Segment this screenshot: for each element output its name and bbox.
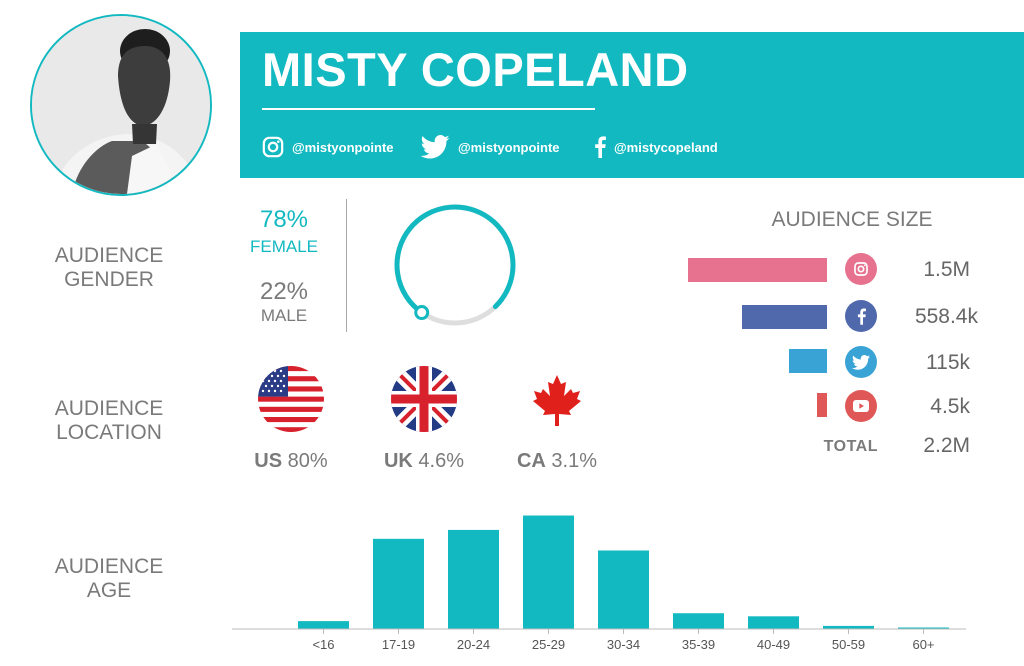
age-bar-60+ [898,627,949,629]
twitter-handle-text: @mistyonpointe [458,139,560,155]
age-bar-chart: <16 17-19 20-24 25-29 30-34 35-39 40-49 50-59 60… [232,515,966,652]
ca-percent: 3.1% [551,450,598,472]
location-label-line1: AUDIENCE [54,397,164,420]
age-tick-label: 30-34 [607,637,640,652]
canada-flag-icon [524,366,590,432]
instagram-size-bar [688,258,827,282]
age-bar-40-49 [748,616,799,629]
facebook-size-bar [742,305,827,329]
age-bar-17-19 [373,538,424,629]
instagram-icon [845,253,877,285]
youtube-size-bar [817,393,827,417]
age-bar-25-29 [523,515,574,629]
gender-donut-chart [394,204,516,326]
audience-gender-label: AUDIENCE GENDER [30,244,188,292]
age-bar-35-39 [673,613,724,629]
us-flag-icon [258,366,324,432]
instagram-handle[interactable]: @mistyonpointe [262,133,394,161]
twitter-handle[interactable]: @mistyonpointe [420,133,560,161]
location-label-line2: LOCATION [56,421,162,444]
total-value: 2.2M [923,434,970,457]
instagram-handle-text: @mistyonpointe [292,139,394,155]
facebook-icon [845,300,877,332]
facebook-icon [595,136,606,158]
age-tick-label: 35-39 [682,637,715,652]
male-percent: 22% [259,278,309,305]
age-label-line1: AUDIENCE [54,555,164,578]
us-location-label: US 80% [231,450,351,473]
age-bar-<16 [298,621,349,629]
female-percent: 78% [259,206,309,233]
youtube-size-value: 4.5k [930,395,970,418]
gender-divider [346,199,347,332]
age-tick-label: <16 [312,637,334,652]
us-percent: 80% [287,450,328,472]
uk-location-label: UK 4.6% [364,450,484,473]
gender-label-line1: AUDIENCE [54,244,164,267]
youtube-icon [845,390,877,422]
male-label: MALE [260,306,308,325]
total-label: TOTAL [823,438,878,455]
us-code: US [254,450,283,472]
ca-code: CA [516,450,546,472]
twitter-icon [845,346,877,378]
age-tick-label: 20-24 [457,637,490,652]
facebook-handle[interactable]: @mistycopeland [594,133,718,161]
donut-female-arc [394,204,516,316]
twitter-size-value: 115k [926,351,970,374]
uk-percent: 4.6% [418,450,465,472]
facebook-size-value: 558.4k [914,305,978,328]
age-label-line2: AGE [86,579,132,602]
audience-age-label: AUDIENCE AGE [30,555,188,603]
twitter-icon [420,135,450,159]
audience-location-label: AUDIENCE LOCATION [30,397,188,445]
audience-size-title: AUDIENCE SIZE [771,208,933,231]
donut-marker [414,305,430,321]
age-tick-label: 50-59 [832,637,865,652]
profile-photo [30,14,212,196]
age-bar-50-59 [823,625,874,629]
profile-name: MISTY COPELAND [262,43,689,96]
instagram-size-value: 1.5M [923,258,970,281]
age-bar-30-34 [598,550,649,629]
facebook-handle-text: @mistycopeland [614,139,718,155]
uk-flag-icon [391,366,457,432]
uk-code: UK [383,450,413,472]
age-tick-label: 60+ [912,637,934,652]
gender-label-line2: GENDER [64,268,154,291]
female-label: FEMALE [249,237,319,256]
age-tick-label: 17-19 [382,637,415,652]
age-bar-20-24 [448,529,499,629]
header-banner [240,32,1024,178]
age-tick-label: 25-29 [532,637,565,652]
twitter-size-bar [788,349,827,373]
name-underline [262,108,595,110]
instagram-icon [262,136,284,158]
age-tick-label: 40-49 [757,637,790,652]
ca-location-label: CA 3.1% [497,450,617,473]
